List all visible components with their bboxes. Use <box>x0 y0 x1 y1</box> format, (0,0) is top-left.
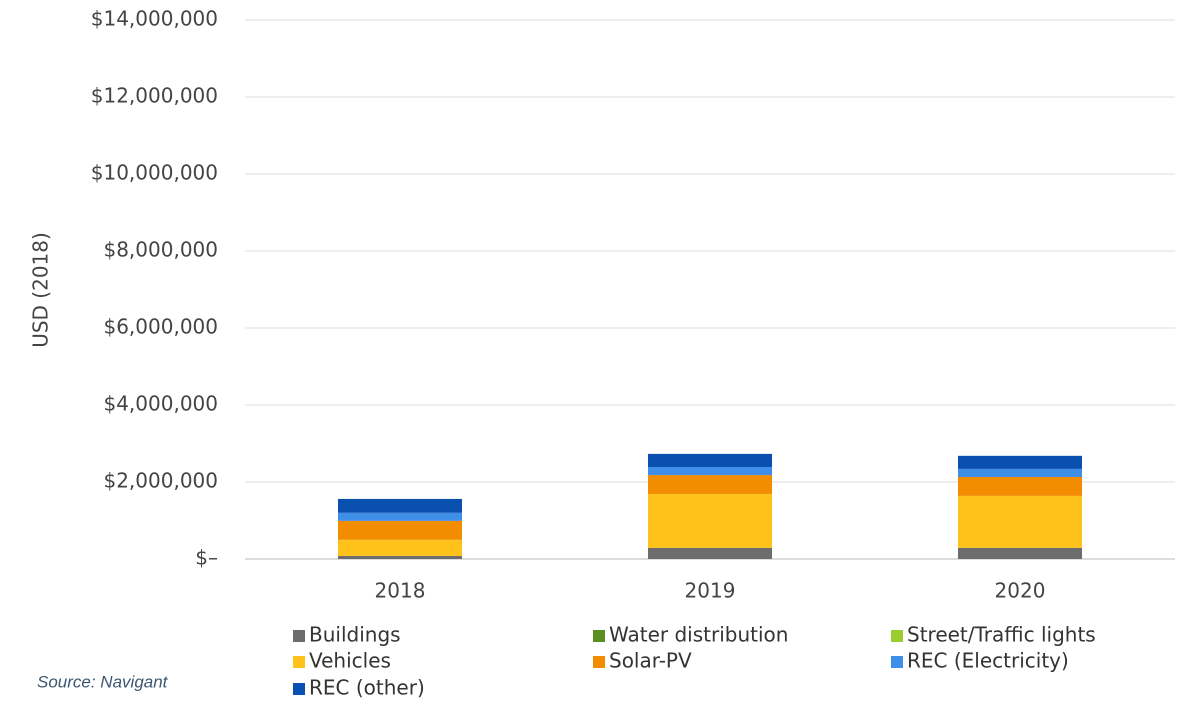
legend-swatch <box>293 656 305 668</box>
bar-segment <box>648 493 772 548</box>
legend-swatch <box>593 656 605 668</box>
bar-segment <box>958 495 1082 548</box>
bar-segment <box>338 539 462 556</box>
legend-label: Street/Traffic lights <box>907 623 1096 647</box>
bar-segment <box>338 512 462 521</box>
legend-label: Water distribution <box>609 623 788 647</box>
y-tick-label: $12,000,000 <box>91 84 218 108</box>
legend-label: Vehicles <box>309 649 391 673</box>
y-tick-label: $14,000,000 <box>91 7 218 31</box>
legend-label: REC (Electricity) <box>907 649 1069 673</box>
legend-swatch <box>293 683 305 695</box>
bar-segment <box>958 476 1082 496</box>
x-tick-label: 2020 <box>995 579 1046 603</box>
y-tick-label: $10,000,000 <box>91 161 218 185</box>
bar-segment <box>958 455 1082 469</box>
y-tick-label: $6,000,000 <box>103 315 218 339</box>
bar-segment <box>648 466 772 476</box>
legend-label: Solar-PV <box>609 649 692 673</box>
bar-segment <box>958 468 1082 477</box>
x-tick-label: 2018 <box>375 579 426 603</box>
y-tick-label: $4,000,000 <box>103 392 218 416</box>
legend-swatch <box>891 656 903 668</box>
legend-label: REC (other) <box>309 676 425 700</box>
x-tick-label: 2019 <box>685 579 736 603</box>
bar-segment <box>648 547 772 559</box>
legend-swatch <box>593 630 605 642</box>
y-tick-label: $8,000,000 <box>103 238 218 262</box>
bar-segment <box>338 555 462 559</box>
y-axis-label: USD (2018) <box>29 232 53 348</box>
bar-segment <box>958 547 1082 559</box>
bar-segment <box>338 498 462 513</box>
y-tick-label: $– <box>195 546 218 570</box>
bar-segment <box>338 520 462 540</box>
legend-swatch <box>293 630 305 642</box>
legend-label: Buildings <box>309 623 401 647</box>
y-tick-label: $2,000,000 <box>103 469 218 493</box>
bar-segment <box>648 453 772 467</box>
legend-swatch <box>891 630 903 642</box>
bar-segment <box>648 475 772 494</box>
source: Source: Navigant <box>37 672 169 691</box>
